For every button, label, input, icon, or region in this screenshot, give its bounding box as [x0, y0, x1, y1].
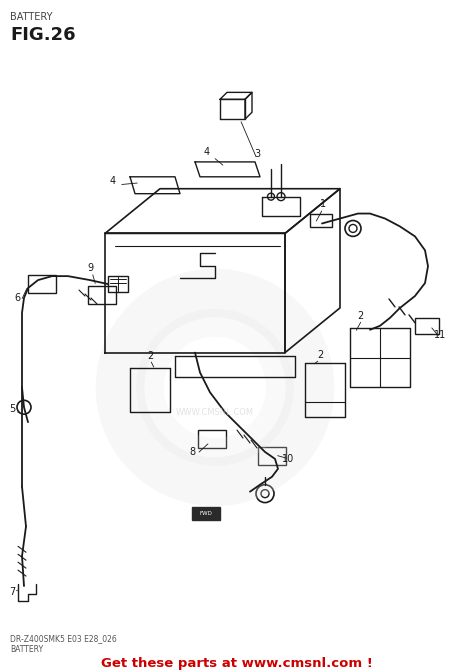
Bar — [415, 318, 439, 334]
Text: BATTERY: BATTERY — [10, 644, 43, 654]
Bar — [108, 276, 128, 292]
Text: 1: 1 — [320, 199, 326, 208]
Bar — [192, 507, 220, 521]
Text: 2: 2 — [357, 311, 363, 321]
Bar — [258, 447, 286, 465]
Text: FWD: FWD — [200, 511, 212, 516]
Bar — [88, 286, 116, 304]
Text: BATTERY: BATTERY — [10, 12, 53, 22]
Text: 10: 10 — [282, 454, 294, 464]
Text: 3: 3 — [254, 149, 260, 159]
Text: 6: 6 — [14, 293, 20, 303]
Text: Get these parts at www.cmsnl.com !: Get these parts at www.cmsnl.com ! — [101, 657, 373, 669]
Text: 4: 4 — [110, 176, 116, 185]
Bar — [28, 275, 56, 293]
Text: 7: 7 — [9, 587, 15, 597]
Text: 2: 2 — [147, 351, 153, 361]
Text: 8: 8 — [189, 447, 195, 457]
Text: 4: 4 — [204, 147, 210, 157]
Text: WWW.CMSNL.COM: WWW.CMSNL.COM — [176, 408, 254, 417]
Text: DR-Z400SMK5 E03 E28_026: DR-Z400SMK5 E03 E28_026 — [10, 634, 117, 642]
Text: 9: 9 — [87, 263, 93, 274]
Text: 2: 2 — [317, 349, 323, 360]
Bar — [310, 214, 332, 227]
Bar — [198, 430, 226, 448]
Text: 11: 11 — [434, 330, 446, 340]
Text: FIG.26: FIG.26 — [10, 26, 76, 44]
Text: 5: 5 — [9, 405, 15, 414]
